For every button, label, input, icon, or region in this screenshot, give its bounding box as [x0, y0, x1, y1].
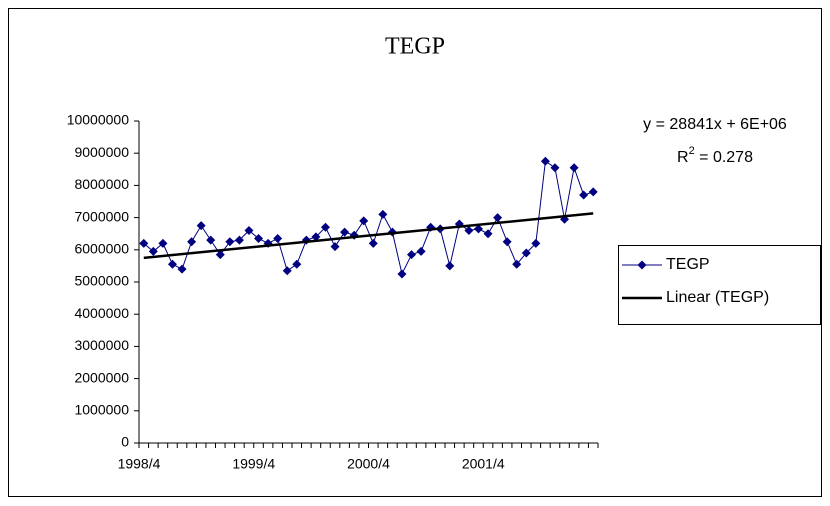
- data-point: [407, 250, 417, 260]
- data-point: [531, 238, 541, 248]
- y-tick-label: 6000000: [74, 241, 129, 257]
- data-point: [311, 232, 321, 242]
- y-tick-label: 4000000: [74, 305, 129, 321]
- data-point: [521, 248, 531, 258]
- data-point: [225, 237, 235, 247]
- data-point: [292, 259, 302, 269]
- data-point: [493, 213, 503, 223]
- legend-marker: [637, 260, 647, 270]
- trend-equation: y = 28841x + 6E+06: [643, 116, 787, 133]
- data-point: [368, 238, 378, 248]
- data-point: [273, 234, 283, 244]
- legend-label: TEGP: [666, 256, 710, 273]
- data-point: [187, 237, 197, 247]
- data-point: [512, 259, 522, 269]
- data-point: [473, 224, 483, 234]
- data-point: [445, 261, 455, 271]
- data-point: [139, 238, 149, 248]
- data-point: [416, 246, 426, 256]
- legend-label: Linear (TEGP): [666, 289, 769, 306]
- data-point: [464, 225, 474, 235]
- data-point: [320, 222, 330, 232]
- data-point: [397, 269, 407, 279]
- x-tick-label: 1998/4: [118, 456, 161, 472]
- data-point: [282, 266, 292, 276]
- data-point: [148, 246, 158, 256]
- data-point: [483, 229, 493, 239]
- data-point: [569, 163, 579, 173]
- y-tick-label: 9000000: [74, 144, 129, 160]
- data-point: [244, 225, 254, 235]
- r-sup: 2: [689, 145, 695, 157]
- y-tick-label: 0: [121, 434, 129, 450]
- legend-box: [618, 245, 821, 325]
- data-point: [215, 250, 225, 260]
- data-point: [158, 238, 168, 248]
- y-tick-label: 1000000: [74, 402, 129, 418]
- data-point: [177, 264, 187, 274]
- trend-line: [143, 212, 594, 260]
- y-tick-label: 3000000: [74, 337, 129, 353]
- y-tick-label: 5000000: [74, 273, 129, 289]
- data-point: [206, 235, 216, 245]
- chart-title: TEGP: [385, 34, 445, 60]
- data-point: [502, 237, 512, 247]
- data-point: [359, 216, 369, 226]
- y-tick-label: 10000000: [67, 112, 130, 128]
- data-point: [588, 187, 598, 197]
- y-tick-label: 8000000: [74, 176, 129, 192]
- data-point: [550, 163, 560, 173]
- r-rest: = 0.278: [695, 149, 753, 166]
- data-point: [330, 242, 340, 252]
- data-point: [579, 190, 589, 200]
- r-squared: R2 = 0.278: [677, 145, 753, 166]
- data-point: [167, 259, 177, 269]
- data-point: [196, 221, 206, 231]
- r-base: R: [677, 149, 689, 166]
- data-point: [254, 234, 264, 244]
- y-tick-label: 2000000: [74, 369, 129, 385]
- data-point: [340, 227, 350, 237]
- x-tick-label: 1999/4: [232, 456, 275, 472]
- x-tick-label: 2001/4: [462, 456, 505, 472]
- x-tick-label: 2000/4: [347, 456, 390, 472]
- data-point: [378, 209, 388, 219]
- data-point: [234, 235, 244, 245]
- y-tick-label: 7000000: [74, 208, 129, 224]
- data-point: [540, 156, 550, 166]
